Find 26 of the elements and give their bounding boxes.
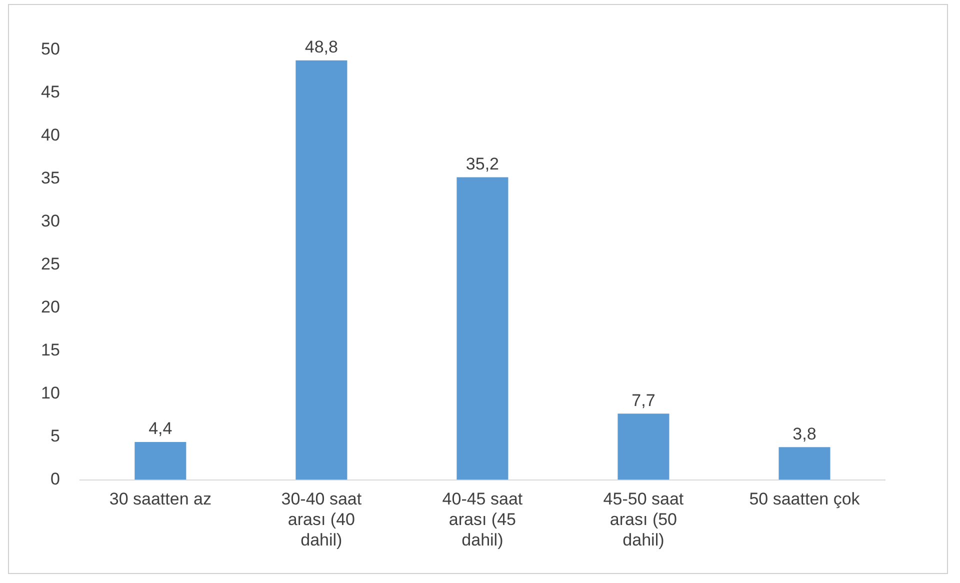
data-label: 3,8 — [792, 424, 816, 444]
y-tick-label: 35 — [40, 168, 60, 188]
data-label: 35,2 — [466, 154, 499, 174]
y-tick-label: 15 — [40, 340, 60, 360]
bar — [618, 414, 670, 480]
x-tick-label: 45-50 saat arası (50 dahil) — [603, 490, 684, 550]
y-tick-label: 10 — [40, 384, 60, 403]
y-tick-label: 50 — [40, 40, 60, 59]
x-tick-label: 40-45 saat arası (45 dahil) — [442, 490, 523, 550]
bar — [456, 177, 508, 480]
data-label: 48,8 — [304, 38, 338, 57]
y-tick-label: 40 — [40, 126, 60, 145]
bar — [296, 60, 348, 480]
x-tick-label: 30 saatten az — [109, 490, 212, 509]
y-tick-label: 25 — [40, 254, 60, 274]
data-label: 4,4 — [148, 419, 172, 438]
bar — [778, 447, 830, 480]
y-tick-label: 20 — [40, 298, 60, 317]
x-tick-label: 50 saatten çok — [749, 490, 860, 509]
x-tick-label: 30-40 saat arası (40 dahil) — [281, 490, 362, 550]
data-label: 7,7 — [632, 390, 656, 410]
y-tick-label: 30 — [40, 212, 60, 231]
y-tick-label: 5 — [50, 426, 60, 446]
bar — [134, 442, 186, 480]
y-tick-label: 0 — [50, 469, 60, 488]
y-tick-label: 45 — [40, 82, 60, 102]
